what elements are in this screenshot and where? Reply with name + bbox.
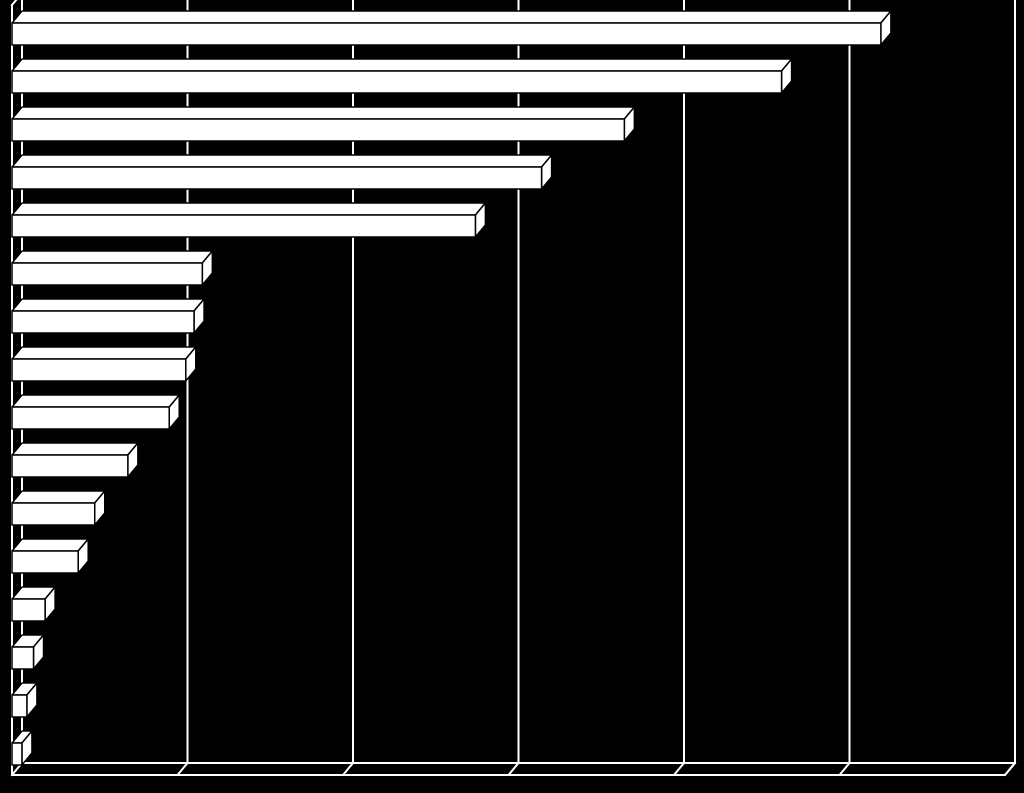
bar xyxy=(12,443,138,477)
bar xyxy=(12,107,634,141)
bar xyxy=(12,491,105,525)
bar xyxy=(12,11,891,45)
bar xyxy=(12,155,552,189)
bar-chart xyxy=(0,0,1024,793)
bar xyxy=(12,251,212,285)
bar xyxy=(12,347,196,381)
bar xyxy=(12,587,55,621)
bar xyxy=(12,299,204,333)
bar xyxy=(12,539,88,573)
bar xyxy=(12,59,792,93)
bar xyxy=(12,395,179,429)
bar xyxy=(12,203,485,237)
